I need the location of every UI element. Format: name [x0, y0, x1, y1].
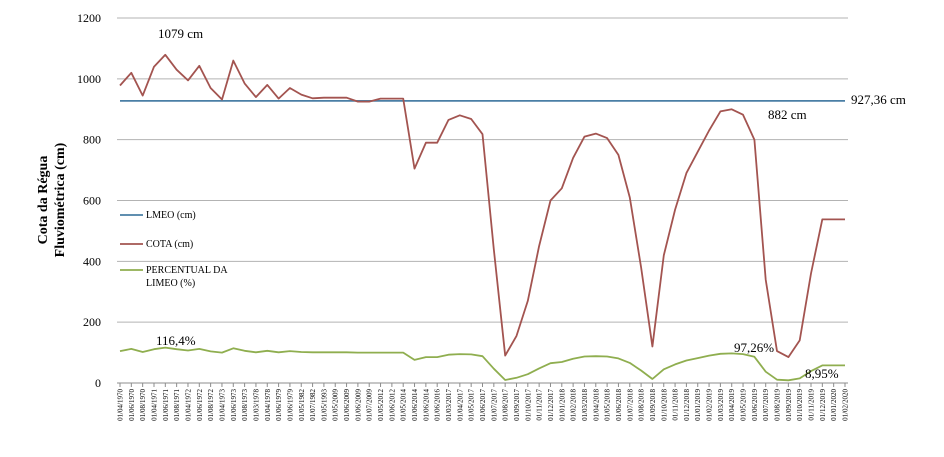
x-tick-label: 01/06/2012	[388, 389, 396, 421]
x-tick-label: 01/09/2019	[785, 389, 793, 421]
annotation-label: 882 cm	[768, 107, 807, 122]
x-tick-label: 01/02/2020	[842, 389, 850, 421]
x-tick-label: 01/08/1973	[241, 389, 249, 421]
x-tick-label: 01/11/2019	[808, 389, 816, 421]
x-tick-label: 01/11/2018	[672, 389, 680, 421]
x-tick-label: 01/04/2019	[728, 389, 736, 421]
x-tick-label: 01/06/1972	[196, 389, 204, 421]
x-tick-label: 01/05/2018	[604, 389, 612, 421]
annotation-label: 1079 cm	[158, 26, 203, 41]
x-tick-label: 01/12/2017	[547, 389, 555, 421]
x-tick-label: 01/05/1982	[298, 389, 306, 421]
x-tick-label: 01/11/2017	[536, 389, 544, 421]
annotations: 1079 cm 927,36 cm 882 cm 116,4% 97,26% 8,95%	[156, 26, 906, 381]
x-tick-label: 01/06/1979	[275, 389, 283, 421]
x-tick-label: 01/05/2014	[400, 389, 408, 421]
y-tick-label: 1000	[77, 72, 101, 86]
x-tick-label: 01/07/2019	[762, 389, 770, 421]
x-tick-label: 01/04/1978	[264, 389, 272, 421]
x-tick-label: 01/04/2018	[592, 389, 600, 421]
x-tick-label: 01/08/1970	[139, 389, 147, 421]
x-tick-label: 01/12/2018	[683, 389, 691, 421]
x-tick-label: 01/07/2017	[490, 389, 498, 421]
x-tick-label: 01/08/2018	[638, 389, 646, 421]
y-tick-label: 600	[83, 194, 101, 208]
legend: LMEO (cm) COTA (cm) PERCENTUAL DA LIMEO (%)	[120, 210, 228, 289]
x-tick-label: 01/06/2017	[479, 389, 487, 421]
x-tick-label: 01/03/2018	[581, 389, 589, 421]
gridlines	[117, 17, 848, 323]
x-tick-label: 01/07/2018	[626, 389, 634, 421]
x-tick-label: 01/09/2018	[649, 389, 657, 421]
x-tick-label: 01/07/2009	[366, 389, 374, 421]
y-tick-label: 1200	[77, 11, 101, 25]
annotation-label: 116,4%	[156, 333, 196, 348]
y-axis-title-line-1: Cota da Régua	[36, 156, 51, 245]
x-tick-label: 01/04/1973	[218, 389, 226, 421]
x-axis-ticks: 01/04/1970 01/06/1970 01/08/1970 01/04/1971…	[117, 383, 850, 421]
y-tick-label: 800	[83, 133, 101, 147]
legend-label-cont: LIMEO (%)	[146, 278, 195, 289]
x-tick-label: 01/01/2020	[830, 389, 838, 421]
legend-label: LMEO (cm)	[146, 210, 196, 221]
x-tick-label: 01/05/2012	[377, 389, 385, 421]
series-lines	[119, 53, 845, 382]
x-tick-label: 01/10/2019	[796, 389, 804, 421]
x-tick-label: 01/08/2019	[774, 389, 782, 421]
x-tick-label: 01/06/2019	[751, 389, 759, 421]
y-axis-ticks: 0 200 400 600 800 1000 1200	[77, 11, 101, 390]
x-tick-label: 01/06/2018	[615, 389, 623, 421]
x-tick-label: 01/07/1982	[309, 389, 317, 421]
x-tick-label: 01/01/2019	[694, 389, 702, 421]
x-tick-label: 01/02/2019	[706, 389, 714, 421]
series-line	[119, 53, 845, 359]
x-tick-label: 01/06/2014	[422, 389, 430, 421]
x-tick-label: 01/08/2017	[502, 389, 510, 421]
x-tick-label: 01/09/2017	[513, 389, 521, 421]
series-line	[119, 346, 845, 382]
legend-label: COTA (cm)	[146, 239, 193, 250]
y-axis-title-line-2: Fluviométrica (cm)	[53, 142, 68, 257]
x-tick-label: 01/03/1978	[252, 389, 260, 421]
x-tick-label: 01/05/2019	[740, 389, 748, 421]
x-tick-label: 01/02/2018	[570, 389, 578, 421]
x-tick-label: 01/10/2017	[524, 389, 532, 421]
x-tick-label: 01/12/2019	[819, 389, 827, 421]
y-tick-label: 200	[83, 315, 101, 329]
x-tick-label: 01/04/2017	[456, 389, 464, 421]
x-tick-label: 01/08/1971	[173, 389, 181, 421]
x-tick-label: 01/10/2018	[660, 389, 668, 421]
x-tick-label: 01/06/1979	[286, 389, 294, 421]
y-tick-label: 0	[95, 376, 101, 390]
x-tick-label: 01/04/1972	[184, 389, 192, 421]
legend-label: PERCENTUAL DA	[146, 265, 228, 276]
x-tick-label: 01/06/2009	[354, 389, 362, 421]
x-tick-label: 01/06/2009	[343, 389, 351, 421]
x-tick-label: 01/05/2009	[332, 389, 340, 421]
y-tick-label: 400	[83, 254, 101, 268]
x-tick-label: 01/06/2016	[434, 389, 442, 421]
annotation-label: 8,95%	[805, 366, 839, 381]
x-tick-label: 01/06/1973	[230, 389, 238, 421]
x-tick-label: 01/01/2018	[558, 389, 566, 421]
x-tick-label: 01/06/1971	[162, 389, 170, 421]
x-tick-label: 01/06/1970	[128, 389, 136, 421]
x-tick-label: 01/05/2017	[468, 389, 476, 421]
x-tick-label: 01/03/2019	[717, 389, 725, 421]
x-tick-label: 01/03/2017	[445, 389, 453, 421]
x-tick-label: 01/06/2014	[411, 389, 419, 421]
x-tick-label: 01/04/1970	[117, 389, 125, 421]
x-tick-label: 01/05/1993	[320, 389, 328, 421]
annotation-label: 97,26%	[734, 340, 774, 355]
x-tick-label: 01/08/1972	[207, 389, 215, 421]
x-tick-label: 01/04/1971	[150, 389, 158, 421]
annotation-label: 927,36 cm	[851, 92, 906, 107]
